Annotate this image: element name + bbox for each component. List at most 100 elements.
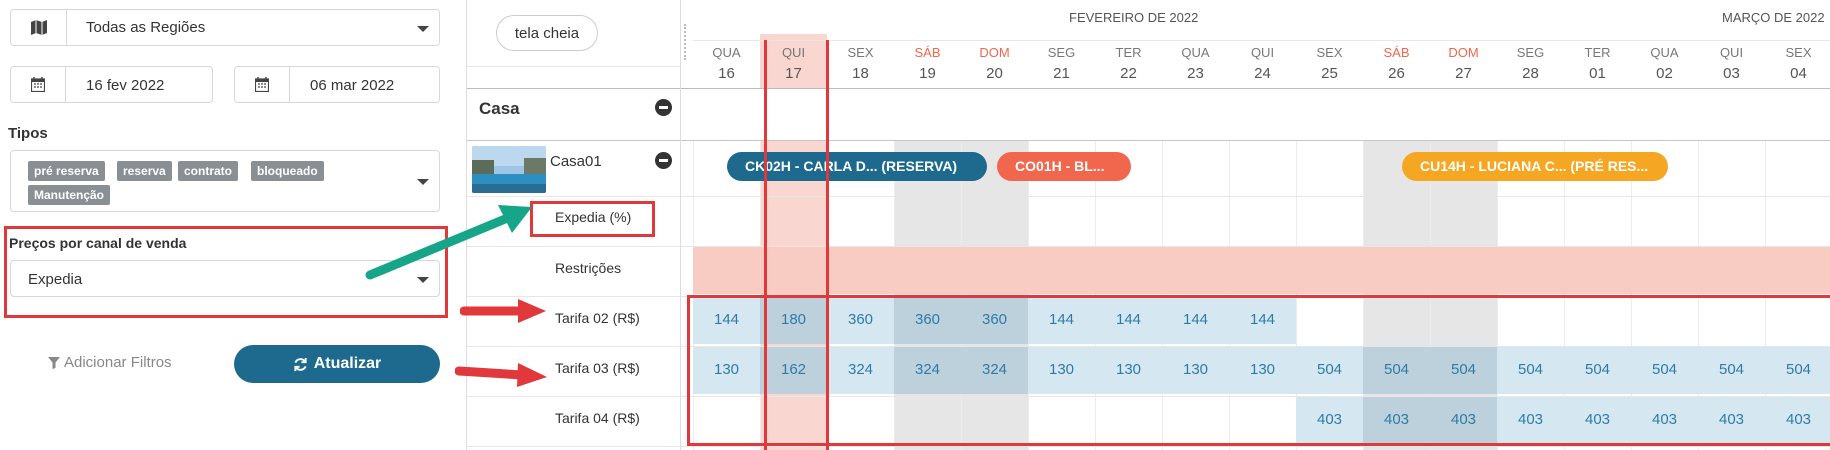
rate-cell[interactable]: 504 xyxy=(1383,361,1410,378)
calendar-icon xyxy=(235,67,290,102)
rate-cell[interactable]: 403 xyxy=(1517,411,1544,428)
rate-cell[interactable]: 130 xyxy=(1115,361,1142,378)
day-column xyxy=(1698,0,1765,450)
row-label-expedia: Expedia (%) xyxy=(555,209,632,225)
channel-select[interactable]: Expedia xyxy=(10,260,440,297)
filter-icon xyxy=(48,356,60,369)
rate-cell[interactable]: 162 xyxy=(780,361,807,378)
highlight-box xyxy=(687,295,1830,446)
add-filters-label: Adicionar Filtros xyxy=(64,354,172,371)
type-tag[interactable]: bloqueado xyxy=(251,161,324,181)
region-select[interactable]: Todas as Regiões xyxy=(10,9,440,46)
type-tag[interactable]: reserva xyxy=(117,161,172,181)
rate-cell[interactable]: 360 xyxy=(847,311,874,328)
day-column xyxy=(693,0,760,450)
column-divider xyxy=(680,0,681,450)
rate-cell[interactable]: 403 xyxy=(1383,411,1410,428)
day-column xyxy=(1229,0,1296,450)
rate-cell[interactable]: 403 xyxy=(1450,411,1477,428)
day-header: TER 22 xyxy=(1115,45,1142,82)
day-header: DOM 27 xyxy=(1448,45,1479,82)
rate-cell[interactable]: 144 xyxy=(1249,311,1276,328)
room-thumbnail xyxy=(472,146,546,193)
calendar-grid: 144 180 360 360 360 144 144 144 144 130 … xyxy=(693,0,1830,450)
update-button[interactable]: Atualizar xyxy=(234,345,440,383)
day-column xyxy=(1497,0,1564,450)
day-column xyxy=(1095,0,1162,450)
rate-cell[interactable]: 504 xyxy=(1584,361,1611,378)
row-label-tarifa02: Tarifa 02 (R$) xyxy=(555,310,640,326)
day-header: QUA 23 xyxy=(1181,45,1210,82)
day-header: SEG 21 xyxy=(1047,45,1076,82)
day-header: SÁB 19 xyxy=(914,45,941,82)
today-marker xyxy=(826,40,829,450)
rate-cell[interactable]: 324 xyxy=(914,361,941,378)
update-button-label: Atualizar xyxy=(313,355,382,372)
rate-cell[interactable]: 360 xyxy=(914,311,941,328)
day-column xyxy=(1564,0,1631,450)
row-label-tarifa04: Tarifa 04 (R$) xyxy=(555,410,640,426)
refresh-icon xyxy=(294,357,307,371)
date-from-value: 16 fev 2022 xyxy=(86,77,165,94)
day-header: QUI 03 xyxy=(1719,45,1744,82)
rate-cell[interactable]: 130 xyxy=(1249,361,1276,378)
types-label: Tipos xyxy=(8,125,48,142)
rate-cell[interactable]: 144 xyxy=(713,311,740,328)
restrictions-row-band xyxy=(693,246,1830,294)
rate-cell[interactable]: 144 xyxy=(1048,311,1075,328)
collapse-icon[interactable] xyxy=(655,152,672,169)
calendar-icon xyxy=(11,67,66,102)
day-column xyxy=(1631,0,1698,450)
day-header: SEG 28 xyxy=(1516,45,1545,82)
day-header: QUA 16 xyxy=(712,45,741,82)
booking-bar[interactable]: CU14H - LUCIANA C... (PRÉ RES... xyxy=(1402,152,1668,181)
types-multiselect[interactable]: pré reserva reserva contrato bloqueado M… xyxy=(10,150,440,212)
resize-handle[interactable] xyxy=(684,24,688,60)
day-header: SEX 18 xyxy=(847,45,874,82)
chevron-down-icon xyxy=(417,277,429,283)
rate-cell[interactable]: 144 xyxy=(1182,311,1209,328)
month-label: FEVEREIRO DE 2022 xyxy=(1069,10,1199,25)
day-header: SÁB 26 xyxy=(1383,45,1410,82)
date-from-field[interactable]: 16 fev 2022 xyxy=(10,66,213,103)
day-header: SEX 04 xyxy=(1785,45,1812,82)
rate-cell[interactable]: 504 xyxy=(1718,361,1745,378)
month-label: MARÇO DE 2022 xyxy=(1722,10,1825,25)
property-name: Casa xyxy=(479,99,520,118)
type-tag[interactable]: contrato xyxy=(178,161,238,181)
rate-cell[interactable]: 360 xyxy=(981,311,1008,328)
rate-cell[interactable]: 403 xyxy=(1718,411,1745,428)
rate-cell[interactable]: 403 xyxy=(1651,411,1678,428)
rate-cell[interactable]: 403 xyxy=(1584,411,1611,428)
date-to-field[interactable]: 06 mar 2022 xyxy=(234,66,440,103)
rate-cell[interactable]: 504 xyxy=(1785,361,1812,378)
rate-cell[interactable]: 504 xyxy=(1316,361,1343,378)
rate-cell[interactable]: 504 xyxy=(1651,361,1678,378)
rate-cell[interactable]: 180 xyxy=(780,311,807,328)
type-tag[interactable]: Manutenção xyxy=(28,185,111,205)
rate-cell[interactable]: 130 xyxy=(713,361,740,378)
channel-value: Expedia xyxy=(28,271,83,288)
filter-panel: Todas as Regiões 16 fev 2022 06 mar 2022… xyxy=(0,0,456,450)
rate-cell[interactable]: 130 xyxy=(1182,361,1209,378)
day-header: QUI 17 xyxy=(781,45,806,82)
rate-cell[interactable]: 504 xyxy=(1517,361,1544,378)
rate-cell[interactable]: 144 xyxy=(1115,311,1142,328)
booking-bar[interactable]: CO01H - BL... xyxy=(997,152,1131,181)
rate-cell[interactable]: 403 xyxy=(1785,411,1812,428)
chevron-down-icon xyxy=(417,26,429,32)
booking-bar[interactable]: CK02H - CARLA D... (RESERVA) xyxy=(727,152,987,181)
availability-calendar: 144 180 360 360 360 144 144 144 144 130 … xyxy=(466,0,1830,450)
add-filters-link[interactable]: Adicionar Filtros xyxy=(48,354,172,371)
collapse-icon[interactable] xyxy=(655,99,672,116)
day-column xyxy=(1028,0,1095,450)
fullscreen-button[interactable]: tela cheia xyxy=(496,15,598,51)
type-tag[interactable]: pré reserva xyxy=(28,161,105,181)
rate-cell[interactable]: 504 xyxy=(1450,361,1477,378)
day-column xyxy=(1765,0,1830,450)
rate-cell[interactable]: 130 xyxy=(1048,361,1075,378)
rate-cell[interactable]: 403 xyxy=(1316,411,1343,428)
rate-cell[interactable]: 324 xyxy=(981,361,1008,378)
rate-cell[interactable]: 324 xyxy=(847,361,874,378)
day-header: QUA 02 xyxy=(1650,45,1679,82)
